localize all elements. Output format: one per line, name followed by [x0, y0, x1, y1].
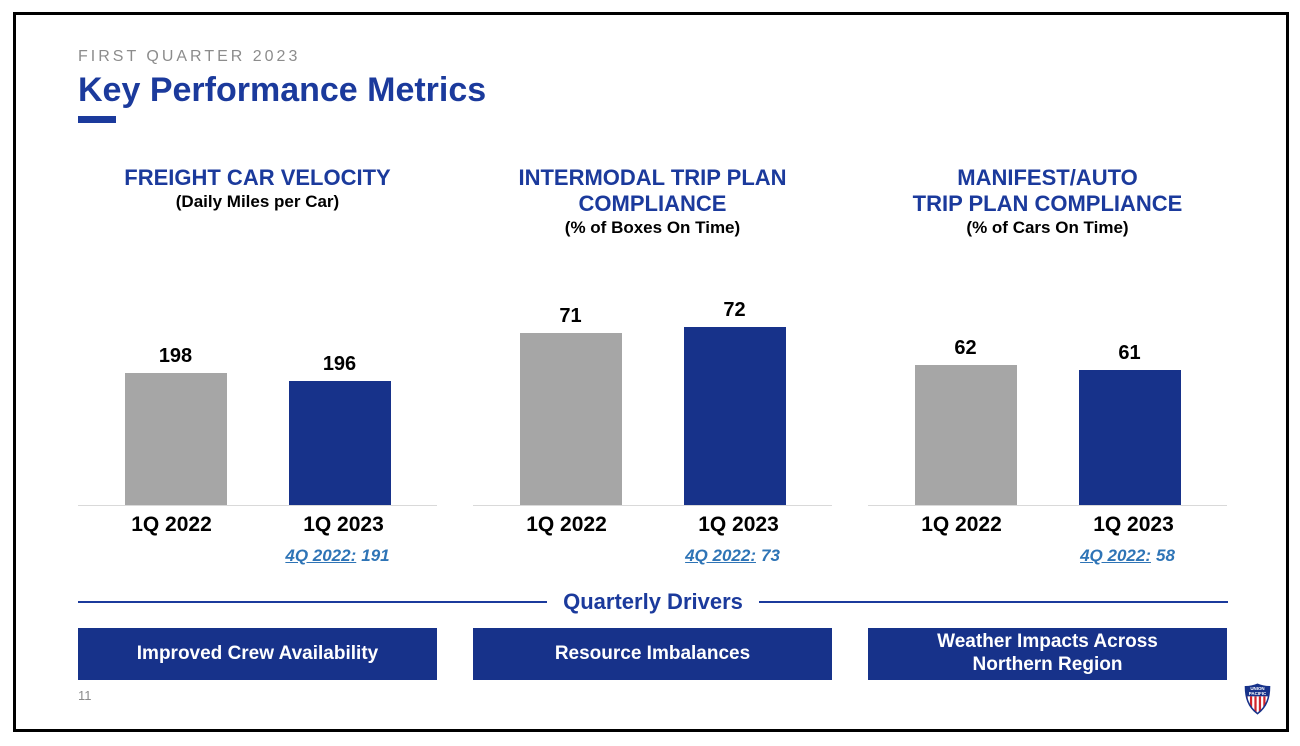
category-label-1q2022: 1Q 2022 — [526, 513, 607, 536]
category-label-1q2023: 1Q 2023 — [303, 513, 384, 536]
category-labels: 1Q 2022 1Q 2023 — [473, 513, 832, 537]
bar-group-1q2022: 198 — [124, 345, 227, 505]
bar-value-label: 198 — [158, 345, 193, 367]
charts-row: FREIGHT CAR VELOCITY (Daily Miles per Ca… — [78, 165, 1228, 566]
category-label-1q2023: 1Q 2023 — [1093, 513, 1174, 536]
chart-plot-area: 62 61 — [868, 285, 1227, 505]
bar-value-label: 61 — [1118, 342, 1141, 364]
divider-line-left — [78, 601, 548, 603]
chart-freight-car-velocity: FREIGHT CAR VELOCITY (Daily Miles per Ca… — [78, 165, 437, 566]
quarterly-drivers-divider: Quarterly Drivers — [78, 589, 1229, 615]
bar-1q2023 — [1078, 370, 1181, 505]
bar-1q2022 — [519, 333, 622, 505]
union-pacific-shield-icon: UNION PACIFIC — [1244, 683, 1271, 715]
divider-line-right — [758, 601, 1229, 603]
logo-text-union: UNION — [1250, 686, 1264, 691]
slide-border-frame — [13, 12, 1289, 732]
bar-value-label: 71 — [559, 305, 582, 327]
page-title: Key Performance Metrics — [78, 71, 487, 109]
quarterly-drivers-heading: Quarterly Drivers — [563, 589, 743, 614]
bar-value-label: 62 — [954, 337, 977, 359]
footnote-label: 4Q 2022: — [1080, 546, 1151, 565]
bar-1q2022 — [124, 373, 227, 505]
bar-group-1q2022: 71 — [519, 305, 622, 505]
chart-plot-area: 71 72 — [473, 285, 832, 505]
chart-header: MANIFEST/AUTO TRIP PLAN COMPLIANCE (% of… — [868, 165, 1227, 285]
category-label-1q2023: 1Q 2023 — [698, 513, 779, 536]
chart-header: INTERMODAL TRIP PLAN COMPLIANCE (% of Bo… — [473, 165, 832, 285]
bar-value-label: 196 — [322, 353, 357, 375]
logo-text-pacific: PACIFIC — [1249, 691, 1267, 696]
category-labels: 1Q 2022 1Q 2023 — [868, 513, 1227, 537]
footnote-value: 191 — [361, 546, 390, 565]
bar-1q2023 — [288, 381, 391, 505]
bar-1q2023 — [683, 327, 786, 505]
chart-intermodal-trip-plan-compliance: INTERMODAL TRIP PLAN COMPLIANCE (% of Bo… — [473, 165, 832, 566]
bar-group-1q2023: 196 — [288, 353, 391, 505]
page-number: 11 — [78, 688, 92, 703]
driver-box-freight: Improved Crew Availability — [78, 628, 437, 680]
prior-quarter-footnote: 4Q 2022: 58 — [868, 546, 1227, 566]
chart-subtitle: (% of Cars On Time) — [966, 217, 1129, 237]
chart-subtitle: (Daily Miles per Car) — [175, 191, 340, 211]
bar-value-label: 72 — [723, 299, 746, 321]
footnote-value: 73 — [760, 546, 780, 565]
bar-group-1q2022: 62 — [914, 337, 1017, 505]
slide-eyebrow: FIRST QUARTER 2023 — [78, 48, 301, 65]
driver-box-manifest: Weather Impacts Across Northern Region — [868, 628, 1227, 680]
driver-box-intermodal: Resource Imbalances — [473, 628, 832, 680]
prior-quarter-footnote: 4Q 2022: 73 — [473, 546, 832, 566]
bar-1q2022 — [914, 365, 1017, 505]
prior-quarter-footnote: 4Q 2022: 191 — [78, 546, 437, 566]
bar-group-1q2023: 61 — [1078, 342, 1181, 505]
chart-title: INTERMODAL TRIP PLAN COMPLIANCE — [518, 165, 787, 216]
chart-plot-area: 198 196 — [78, 285, 437, 505]
bar-group-1q2023: 72 — [683, 299, 786, 505]
footnote-label: 4Q 2022: — [685, 546, 756, 565]
chart-manifest-auto-trip-plan-compliance: MANIFEST/AUTO TRIP PLAN COMPLIANCE (% of… — [868, 165, 1227, 566]
footnote-label: 4Q 2022: — [285, 546, 357, 565]
x-axis-line — [868, 505, 1227, 506]
chart-header: FREIGHT CAR VELOCITY (Daily Miles per Ca… — [78, 165, 437, 285]
chart-subtitle: (% of Boxes On Time) — [564, 217, 741, 237]
category-label-1q2022: 1Q 2022 — [131, 513, 212, 536]
quarterly-drivers-row: Improved Crew Availability Resource Imba… — [78, 628, 1228, 680]
category-labels: 1Q 2022 1Q 2023 — [78, 513, 437, 537]
slide-header: FIRST QUARTER 2023 Key Performance Metri… — [78, 48, 487, 124]
title-underline-dash — [78, 116, 116, 124]
chart-title: FREIGHT CAR VELOCITY — [124, 165, 391, 190]
x-axis-line — [473, 505, 832, 506]
union-pacific-shield-logo: UNION PACIFIC — [1244, 683, 1271, 720]
x-axis-line — [78, 505, 437, 506]
chart-title: MANIFEST/AUTO TRIP PLAN COMPLIANCE — [912, 165, 1183, 216]
footnote-value: 58 — [1155, 546, 1175, 565]
category-label-1q2022: 1Q 2022 — [921, 513, 1002, 536]
